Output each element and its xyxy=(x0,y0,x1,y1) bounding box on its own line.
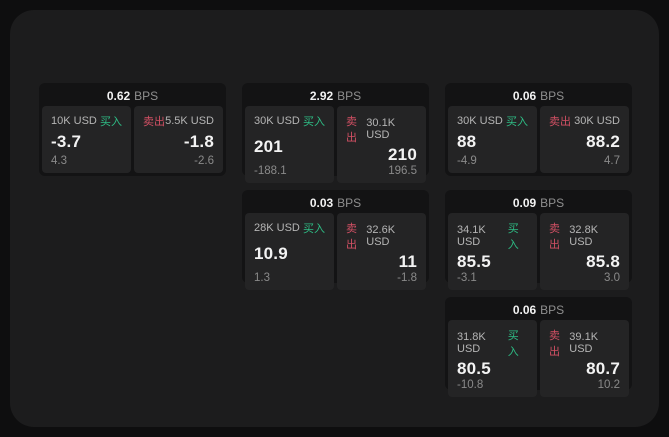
sell-tile[interactable]: 卖出 5.5K USD -1.8 -2.6 xyxy=(134,106,223,173)
sell-notional: 32.8K USD xyxy=(569,224,599,248)
buy-tile[interactable]: 10K USD 买入 -3.7 4.3 xyxy=(42,106,131,173)
bps-header: 0.06 BPS xyxy=(448,86,629,106)
sell-price: -1.8 xyxy=(183,132,214,151)
buy-price: 201 xyxy=(254,137,283,156)
buy-side-label: 买入 xyxy=(507,223,519,251)
buy-side-label: 买入 xyxy=(100,116,122,128)
buy-notional: 31.8K USD xyxy=(457,331,486,355)
bps-value: 0.03 xyxy=(309,196,334,210)
buy-notional: 34.1K USD xyxy=(457,224,486,248)
sell-side-label: 卖出 xyxy=(549,116,571,128)
sell-delta: 196.5 xyxy=(388,165,417,177)
bps-unit-label: BPS xyxy=(540,303,565,317)
bps-header: 0.09 BPS xyxy=(448,193,629,213)
bps-unit-label: BPS xyxy=(540,196,565,210)
bps-unit-label: BPS xyxy=(134,89,159,103)
bps-value: 2.92 xyxy=(309,89,334,103)
buy-tile[interactable]: 30K USD 买入 88 -4.9 xyxy=(448,106,537,173)
quote-card: 0.03 BPS 28K USD 买入 10.9 1.3 卖出 xyxy=(242,190,429,290)
buy-tile[interactable]: 31.8K USD 买入 80.5 -10.8 xyxy=(448,320,537,397)
sell-tile[interactable]: 卖出 32.8K USD 85.8 3.0 xyxy=(540,213,629,290)
bps-value: 0.06 xyxy=(512,89,537,103)
bps-value: 0.06 xyxy=(512,303,537,317)
buy-side-label: 买入 xyxy=(303,116,325,128)
sell-price: 85.8 xyxy=(586,252,620,271)
sell-delta: 4.7 xyxy=(604,155,620,167)
buy-price: -3.7 xyxy=(51,132,82,151)
buy-price: 85.5 xyxy=(457,252,491,271)
sell-delta: -1.8 xyxy=(397,272,417,284)
buy-delta: -4.9 xyxy=(457,155,477,167)
buy-tile[interactable]: 28K USD 买入 10.9 1.3 xyxy=(245,213,334,290)
sell-notional: 32.6K USD xyxy=(366,224,396,248)
quote-card: 0.09 BPS 34.1K USD 买入 85.5 -3.1 卖出 xyxy=(445,190,632,290)
buy-side-label: 买入 xyxy=(303,223,325,235)
quotes-grid: 0.62 BPS 10K USD 买入 -3.7 4.3 卖出 xyxy=(39,83,632,397)
sell-tile[interactable]: 卖出 30.1K USD 210 196.5 xyxy=(337,106,426,183)
sell-side-label: 卖出 xyxy=(143,116,165,128)
main-panel: 0.62 BPS 10K USD 买入 -3.7 4.3 卖出 xyxy=(10,10,659,427)
quote-card: 0.06 BPS 30K USD 买入 88 -4.9 卖出 xyxy=(445,83,632,176)
sell-delta: 3.0 xyxy=(604,272,620,284)
bps-unit-label: BPS xyxy=(337,89,362,103)
buy-notional: 30K USD xyxy=(254,115,300,127)
buy-price: 88 xyxy=(457,132,477,151)
sell-delta: 10.2 xyxy=(597,379,620,391)
sell-price: 88.2 xyxy=(586,132,620,151)
bps-value: 0.09 xyxy=(512,196,537,210)
sell-price: 210 xyxy=(388,145,417,164)
buy-delta: 1.3 xyxy=(254,272,270,284)
buy-tile[interactable]: 34.1K USD 买入 85.5 -3.1 xyxy=(448,213,537,290)
buy-delta: -188.1 xyxy=(254,165,287,177)
buy-delta: 4.3 xyxy=(51,155,67,167)
sell-tile[interactable]: 卖出 39.1K USD 80.7 10.2 xyxy=(540,320,629,397)
bps-header: 0.03 BPS xyxy=(245,193,426,213)
sell-price: 80.7 xyxy=(586,359,620,378)
sell-tile[interactable]: 卖出 32.6K USD 11 -1.8 xyxy=(337,213,426,290)
sell-side-label: 卖出 xyxy=(549,223,560,251)
sell-notional: 39.1K USD xyxy=(569,331,599,355)
sell-notional: 30.1K USD xyxy=(366,117,396,141)
sell-notional: 30K USD xyxy=(574,115,620,127)
quote-card: 0.62 BPS 10K USD 买入 -3.7 4.3 卖出 xyxy=(39,83,226,176)
quote-card: 2.92 BPS 30K USD 买入 201 -188.1 卖出 xyxy=(242,83,429,183)
sell-side-label: 卖出 xyxy=(549,330,560,358)
bps-value: 0.62 xyxy=(106,89,131,103)
sell-price: 11 xyxy=(398,252,417,271)
sell-tile[interactable]: 卖出 30K USD 88.2 4.7 xyxy=(540,106,629,173)
bps-header: 0.62 BPS xyxy=(42,86,223,106)
bps-header: 2.92 BPS xyxy=(245,86,426,106)
bps-unit-label: BPS xyxy=(540,89,565,103)
quote-card: 0.06 BPS 31.8K USD 买入 80.5 -10.8 卖 xyxy=(445,297,632,397)
buy-side-label: 买入 xyxy=(506,116,528,128)
sell-side-label: 卖出 xyxy=(346,223,357,251)
buy-price: 10.9 xyxy=(254,244,288,263)
buy-delta: -3.1 xyxy=(457,272,477,284)
buy-delta: -10.8 xyxy=(457,379,484,391)
sell-delta: -2.6 xyxy=(194,155,214,167)
buy-notional: 28K USD xyxy=(254,222,300,234)
sell-notional: 5.5K USD xyxy=(165,115,214,127)
buy-tile[interactable]: 30K USD 买入 201 -188.1 xyxy=(245,106,334,183)
buy-side-label: 买入 xyxy=(507,330,519,358)
buy-notional: 10K USD xyxy=(51,115,97,127)
bps-header: 0.06 BPS xyxy=(448,300,629,320)
bps-unit-label: BPS xyxy=(337,196,362,210)
sell-side-label: 卖出 xyxy=(346,116,357,144)
buy-price: 80.5 xyxy=(457,359,491,378)
buy-notional: 30K USD xyxy=(457,115,503,127)
